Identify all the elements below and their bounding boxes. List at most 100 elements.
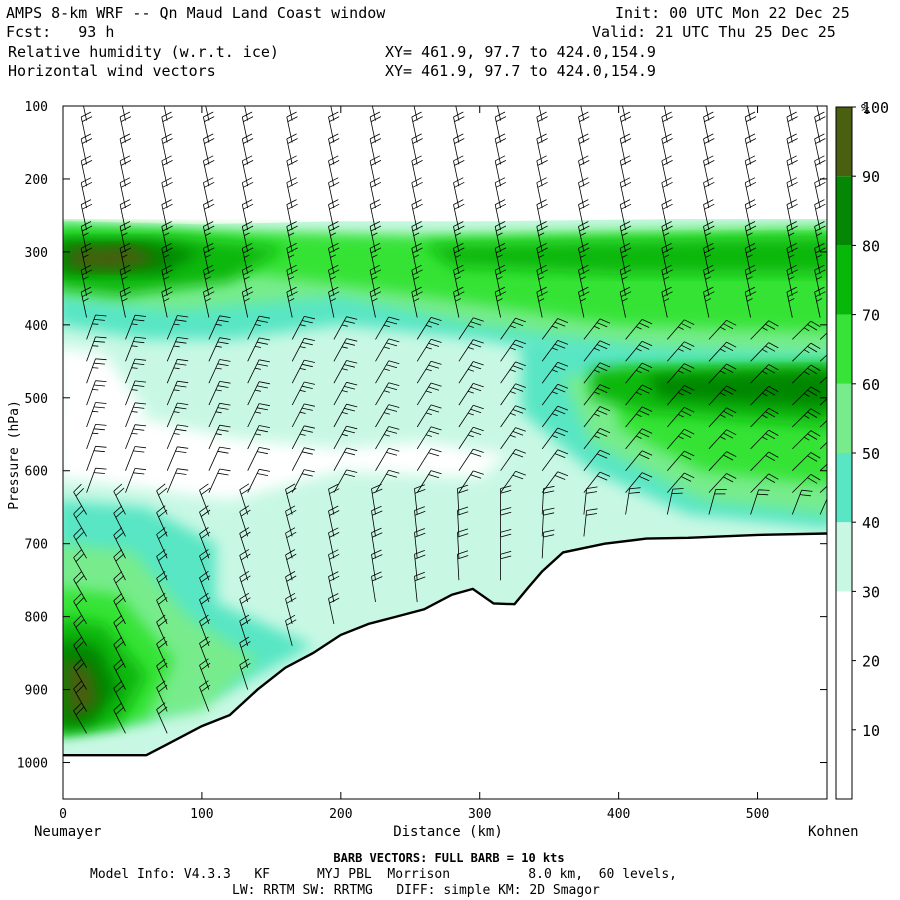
wind-barb-flag [551,369,558,373]
wind-barb-flag [199,614,209,622]
wind-barb [371,505,383,537]
wind-barb-flag [500,533,512,538]
wind-barb-flag [579,247,590,254]
wind-barb [328,571,340,603]
wind-barb-flag [495,160,507,166]
wind-barb-flag [161,286,172,293]
wind-barb-flag [413,232,420,236]
wind-barb-flag [662,225,673,232]
wind-barb-flag [543,507,555,511]
colorbar-unit: % [861,102,870,118]
wind-barb-flag [81,199,92,205]
wind-barb [619,264,632,296]
wind-barb-flag [537,160,548,166]
wind-barb-flag [538,298,545,302]
wind-barb-flag [286,177,297,184]
wind-barb-flag [428,321,440,325]
wind-barb [786,221,798,252]
wind-barb [708,385,737,406]
wind-barb-flag [162,90,172,95]
wind-barb-shaft [819,398,827,406]
wind-barb [86,358,107,384]
wind-barb-flag [537,269,548,276]
wind-barb-flag [162,291,173,298]
wind-barb-flag [515,317,526,323]
wind-barb-flag [217,341,229,345]
wind-barb-flag [81,111,92,118]
wind-barb-flag [370,116,382,122]
wind-barb [375,316,400,340]
wind-barb-shaft [375,469,390,493]
wind-barb-flag [205,232,211,236]
wind-barb-flag [495,247,507,254]
wind-barb [203,111,215,143]
wind-barb [494,221,507,252]
y-tick-label: 500 [25,392,48,407]
wind-barb [166,446,189,471]
wind-barb-shaft [73,579,87,603]
wind-barb-flag [454,160,465,166]
wind-barb [291,447,315,471]
wind-barb [166,380,189,406]
wind-barb-flag [470,386,482,392]
wind-barb-flag [641,472,653,478]
wind-barb-flag [746,203,757,210]
rh-band-10-20 [63,347,147,442]
wind-barb-flag [369,264,381,271]
wind-barb [208,359,231,384]
valid-time: Valid: 21 UTC Thu 25 Dec 25 [592,23,836,41]
wind-barb [819,332,827,340]
wind-barb-flag [301,363,313,368]
wind-barb-flag [411,155,422,162]
wind-barb-flag [787,247,798,254]
wind-barb-flag [175,472,187,475]
wind-barb-flag [341,368,348,371]
wind-barb [375,426,400,450]
wind-barb-flag [341,346,348,349]
wind-barb-flag [328,133,339,140]
wind-barb-flag [787,116,798,122]
wind-barb [291,316,315,340]
wind-barb-flag [457,506,469,511]
barb-legend: BARB VECTORS: FULL BARB = 10 kts [333,851,564,865]
wind-barb-flag [786,133,797,140]
wind-barb-flag [765,411,776,418]
wind-barb-flag [425,412,432,415]
wind-barb-flag [768,320,779,327]
wind-barb-flag [720,414,726,418]
wind-barb-flag [815,225,826,232]
wind-barb-flag [467,390,474,394]
wind-barb-flag [83,298,89,302]
wind-barb-flag [177,358,189,362]
wind-barb [541,405,569,428]
wind-barb-flag [638,322,650,328]
wind-barb [819,354,827,362]
wind-barb-shaft [73,688,87,712]
wind-barb-flag [243,160,254,166]
wind-barb-flag [370,247,382,254]
wind-barb [453,199,465,231]
wind-barb [814,221,826,252]
wind-barb [247,447,270,471]
wind-barb-flag [73,637,82,646]
wind-barb-flag [328,505,339,512]
wind-barb-flag [703,243,714,249]
wind-barb [125,358,147,384]
wind-barb-flag [239,505,250,513]
wind-barb [162,90,172,121]
wind-barb [453,111,465,143]
wind-barb-flag [134,314,147,317]
wind-barb-flag [113,680,123,689]
wind-barb-flag [92,367,99,369]
wind-barb-flag [745,133,756,140]
wind-barb-flag [93,362,105,365]
wind-barb-flag [428,474,440,479]
wind-barb [744,264,757,296]
wind-barb-shaft [819,354,827,362]
wind-barb-flag [768,342,779,349]
wind-barb-flag [807,433,818,440]
x-tick-label: 500 [746,807,769,822]
wind-barb-flag [551,347,558,351]
wind-barb [286,177,298,209]
wind-barb-flag [495,199,506,205]
